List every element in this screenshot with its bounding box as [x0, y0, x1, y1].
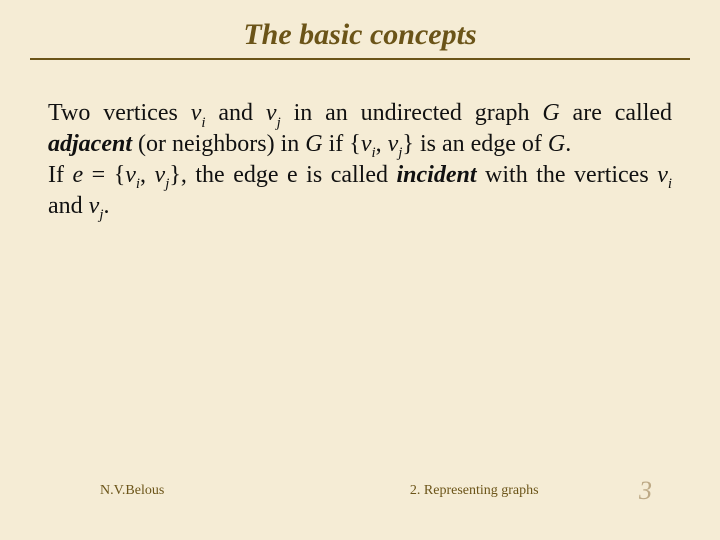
var-g: G	[548, 131, 565, 157]
slide: The basic concepts Two vertices vi and v…	[0, 0, 720, 540]
sub-j: j	[398, 145, 402, 161]
title-divider	[30, 58, 690, 60]
t: .	[103, 193, 109, 219]
paragraph-1: Two vertices vi and vj in an undirected …	[48, 100, 672, 162]
t: (or neighbors) in	[132, 131, 305, 157]
var-v: v	[191, 100, 202, 126]
slide-title: The basic concepts	[48, 18, 672, 52]
page-number: 3	[639, 476, 652, 506]
var-v: v	[388, 131, 399, 157]
t: with the vertices	[477, 162, 658, 188]
sub-i: i	[371, 145, 375, 161]
sub-j: j	[99, 207, 103, 223]
var-e: e	[73, 162, 84, 188]
footer-author: N.V.Belous	[100, 483, 350, 499]
paragraph-2: If e = {vi, vj}, the edge e is called in…	[48, 162, 672, 224]
var-g: G	[542, 100, 559, 126]
sub-i: i	[668, 176, 672, 192]
sub-i: i	[201, 115, 205, 131]
t: are called	[560, 100, 672, 126]
t: }, the edge e is called	[169, 162, 396, 188]
t: .	[565, 131, 571, 157]
var-v: v	[89, 193, 100, 219]
var-v: v	[657, 162, 668, 188]
sub-i: i	[136, 176, 140, 192]
t: in an undirected graph	[281, 100, 543, 126]
var-v: v	[361, 131, 372, 157]
var-g: G	[305, 131, 322, 157]
t: and	[206, 100, 266, 126]
t: if {	[323, 131, 361, 157]
footer-topic: 2. Representing graphs	[350, 483, 600, 499]
t: ,	[140, 162, 155, 188]
var-v: v	[125, 162, 136, 188]
t: ,	[376, 131, 388, 157]
t: If	[48, 162, 73, 188]
t: } is an edge of	[402, 131, 547, 157]
t: and	[48, 193, 89, 219]
t: = {	[83, 162, 125, 188]
term-adjacent: adjacent	[48, 131, 132, 157]
var-v: v	[266, 100, 277, 126]
slide-footer: N.V.Belous 2. Representing graphs 3	[0, 476, 720, 506]
term-incident: incident	[397, 162, 477, 188]
t: Two vertices	[48, 100, 191, 126]
body-text: Two vertices vi and vj in an undirected …	[48, 100, 672, 224]
sub-j: j	[165, 176, 169, 192]
var-v: v	[155, 162, 166, 188]
sub-j: j	[277, 115, 281, 131]
